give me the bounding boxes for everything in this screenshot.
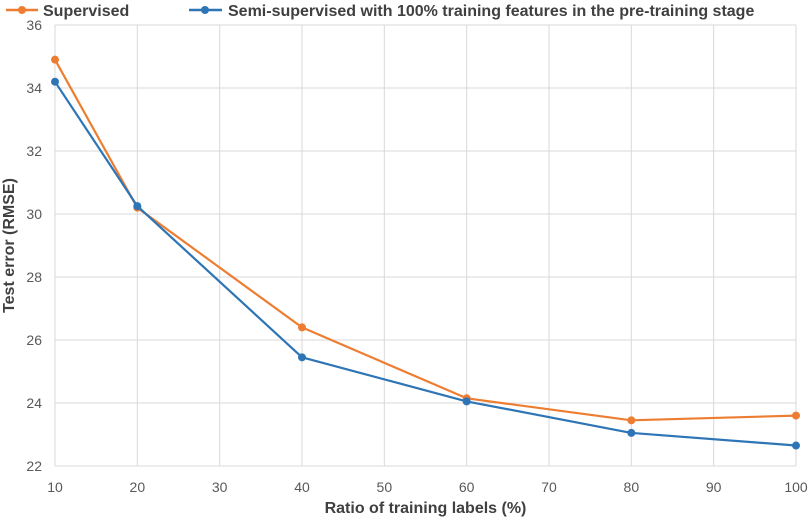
x-tick-label: 80 <box>624 479 640 495</box>
series-semi-supervised <box>51 77 800 450</box>
data-point-supervised <box>51 55 59 64</box>
legend-marker-supervised <box>18 6 26 14</box>
legend-label-semi-supervised: Semi-supervised with 100% training featu… <box>228 3 754 20</box>
legend-label-supervised: Supervised <box>43 3 129 20</box>
legend: Supervised Semi-supervised with 100% tra… <box>6 3 754 20</box>
x-tick-label: 20 <box>130 479 146 495</box>
data-point-supervised <box>627 416 636 425</box>
data-point-semi-supervised <box>133 202 142 211</box>
series-line-semi-supervised <box>54 81 797 447</box>
x-tick-label: 70 <box>541 479 557 495</box>
x-tick-label: 90 <box>706 479 722 495</box>
x-axis-title: Ratio of training labels (%) <box>325 500 527 517</box>
x-tick-label: 100 <box>784 479 808 495</box>
x-tick-label: 10 <box>47 479 63 495</box>
data-point-semi-supervised <box>298 353 306 362</box>
y-tick-label: 32 <box>26 143 42 159</box>
y-tick-label: 22 <box>26 458 42 474</box>
legend-item-semi-supervised: Semi-supervised with 100% training featu… <box>189 3 754 20</box>
legend-item-supervised: Supervised <box>6 3 129 20</box>
data-point-semi-supervised <box>51 77 59 86</box>
series-supervised <box>51 55 800 425</box>
y-tick-labels: 22 24 26 28 30 32 34 36 <box>26 17 42 474</box>
y-tick-label: 24 <box>26 395 42 411</box>
y-tick-label: 26 <box>26 332 42 348</box>
series-lines <box>51 55 800 450</box>
y-tick-label: 28 <box>26 269 42 285</box>
x-tick-label: 60 <box>459 479 475 495</box>
data-point-semi-supervised <box>792 441 800 450</box>
y-axis-title: Test error (RMSE) <box>1 178 18 313</box>
data-point-supervised <box>298 323 306 332</box>
x-tick-label: 30 <box>212 479 228 495</box>
data-point-semi-supervised <box>462 397 471 406</box>
y-tick-label: 36 <box>26 17 42 33</box>
data-point-supervised <box>792 411 800 420</box>
y-tick-label: 30 <box>26 206 42 222</box>
legend-marker-semi-supervised <box>201 6 209 14</box>
y-tick-label: 34 <box>26 80 42 96</box>
x-tick-label: 50 <box>377 479 393 495</box>
grid-lines <box>54 24 797 467</box>
x-tick-labels: 10 20 30 40 50 60 70 80 90 100 <box>47 479 808 495</box>
x-tick-label: 40 <box>294 479 310 495</box>
series-line-supervised <box>54 59 797 422</box>
data-point-semi-supervised <box>627 428 636 437</box>
